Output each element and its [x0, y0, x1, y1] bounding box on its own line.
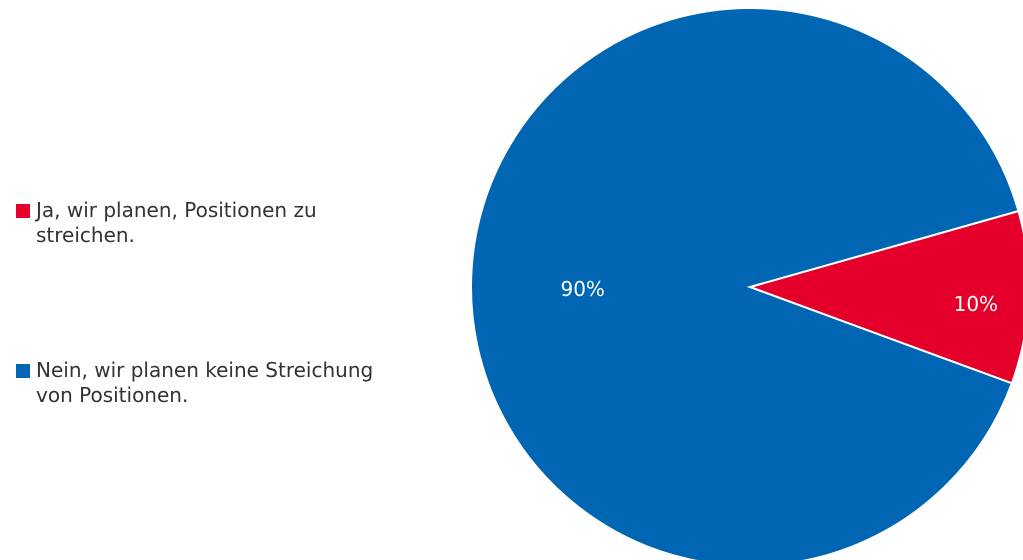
pie-slice: [746, 209, 1023, 385]
legend-label: Nein, wir planen keine Streichung von Po…: [36, 358, 374, 407]
legend-swatch: [16, 364, 30, 378]
legend-label: Ja, wir planen, Positionen zu streichen.: [36, 198, 317, 247]
pie-slice: [470, 7, 1020, 560]
data-label: 10%: [954, 292, 998, 316]
legend-swatch: [16, 204, 30, 218]
legend-item: Ja, wir planen, Positionen zu streichen.: [16, 198, 406, 248]
legend-item: Nein, wir planen keine Streichung von Po…: [16, 358, 406, 408]
data-label: 90%: [560, 277, 604, 301]
